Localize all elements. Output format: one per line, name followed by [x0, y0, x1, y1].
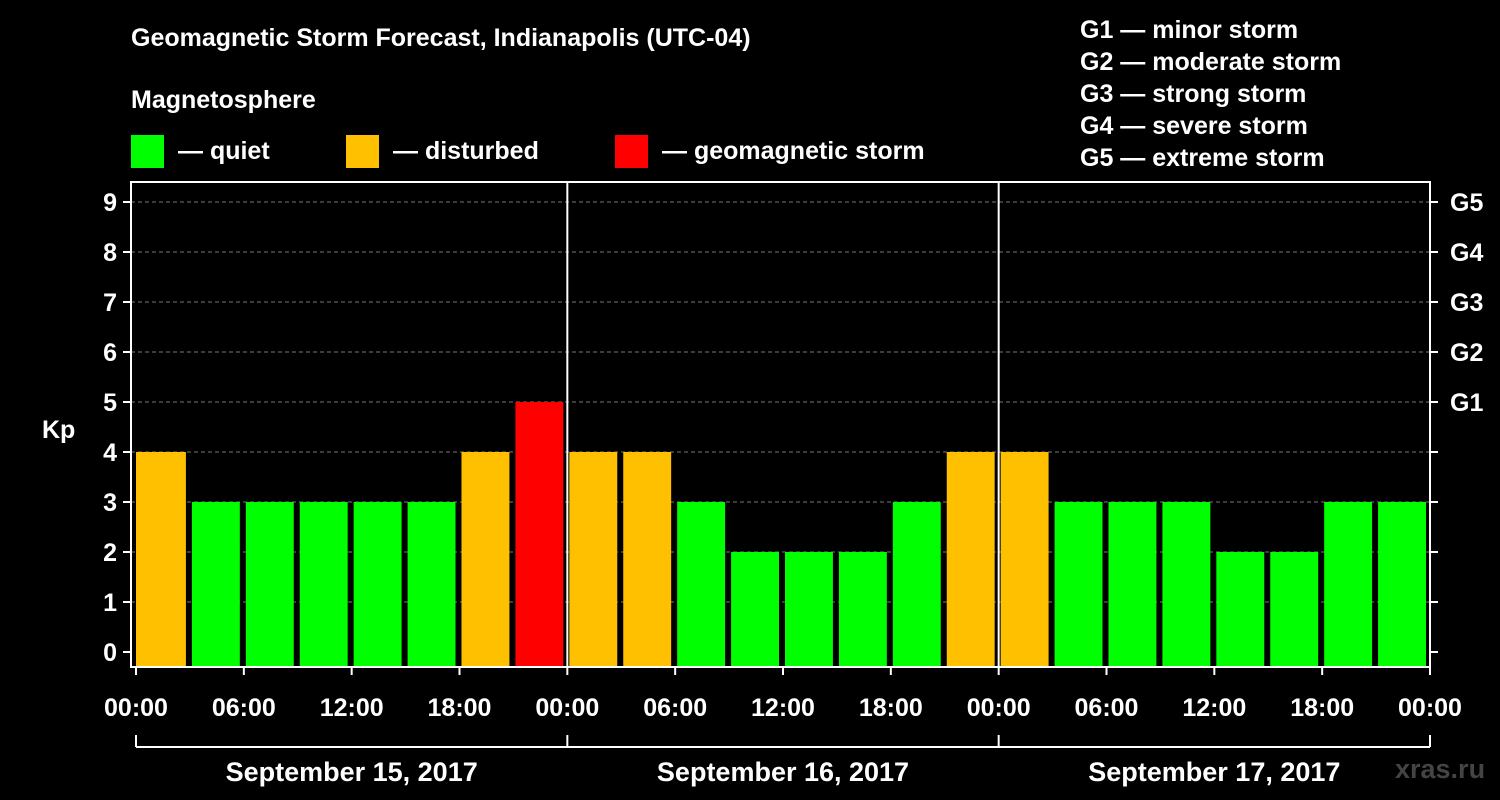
- kp-bar: [1270, 552, 1319, 667]
- storm-level-g2: G2 — moderate storm: [1080, 48, 1342, 76]
- legend-swatch-disturbed: [346, 134, 379, 168]
- y-tick-label: 3: [103, 489, 117, 517]
- storm-level-g1: G1 — minor storm: [1080, 16, 1299, 44]
- x-tick-label: 06:00: [643, 694, 707, 722]
- x-tick-label: 12:00: [320, 694, 384, 722]
- x-tick-label: 18:00: [428, 694, 492, 722]
- kp-bar: [245, 502, 294, 667]
- kp-bar: [299, 502, 348, 667]
- plot-frame: [130, 181, 1431, 668]
- kp-bar: [136, 452, 186, 667]
- x-tick-label: 00:00: [535, 694, 599, 722]
- kp-bar: [191, 502, 240, 667]
- kp-bar: [892, 502, 941, 667]
- kp-bar: [1216, 552, 1265, 667]
- legend-swatch-quiet: [131, 134, 164, 168]
- right-axis-label-g5: G5: [1450, 189, 1483, 217]
- storm-level-g5: G5 — extreme storm: [1080, 144, 1325, 172]
- right-axis-label-g4: G4: [1450, 239, 1483, 267]
- legend-label-quiet: — quiet: [178, 136, 270, 165]
- legend-label-storm: — geomagnetic storm: [662, 136, 925, 165]
- x-tick-label: 12:00: [751, 694, 815, 722]
- kp-bar: [569, 452, 618, 667]
- kp-bar: [785, 552, 833, 667]
- legend-swatch-storm: [615, 134, 648, 168]
- watermark: xras.ru: [1395, 754, 1486, 784]
- day-label: September 17, 2017: [1088, 757, 1340, 787]
- day-label: September 16, 2017: [657, 757, 909, 787]
- y-tick-label: 2: [103, 539, 117, 567]
- day-label: September 15, 2017: [226, 757, 478, 787]
- y-tick-label: 5: [103, 389, 117, 417]
- kp-bar: [838, 552, 887, 667]
- x-tick-label: 18:00: [859, 694, 923, 722]
- x-tick-label: 06:00: [212, 694, 276, 722]
- legend-item-disturbed: — disturbed: [346, 134, 539, 168]
- storm-level-key: G1 — minor storm G2 — moderate storm G3 …: [1080, 14, 1341, 174]
- storm-level-g4: G4 — severe storm: [1080, 112, 1308, 140]
- kp-bar: [677, 502, 726, 667]
- kp-bar: [946, 452, 995, 667]
- kp-bar: [623, 452, 672, 667]
- y-tick-label: 6: [103, 339, 117, 367]
- kp-bar: [1000, 452, 1049, 667]
- y-tick-label: 4: [103, 439, 117, 467]
- kp-bar: [353, 502, 402, 667]
- storm-level-g3: G3 — strong storm: [1080, 80, 1307, 108]
- kp-bar: [461, 452, 510, 667]
- kp-bar: [1378, 502, 1426, 667]
- y-tick-label: 0: [103, 639, 117, 667]
- kp-bar: [515, 402, 564, 667]
- legend-heading: Magnetosphere: [131, 86, 316, 114]
- kp-bar: [1054, 502, 1103, 667]
- kp-bar: [731, 552, 779, 667]
- right-axis-label-g1: G1: [1450, 389, 1483, 417]
- kp-bar: [1108, 502, 1157, 667]
- x-tick-label: 00:00: [967, 694, 1031, 722]
- x-tick-label: 12:00: [1182, 694, 1246, 722]
- x-tick-label: 06:00: [1075, 694, 1139, 722]
- kp-bar: [407, 502, 456, 667]
- x-tick-label: 00:00: [1398, 694, 1462, 722]
- y-axis-label: Kp: [42, 416, 75, 444]
- kp-bar: [1324, 502, 1373, 667]
- legend-label-disturbed: — disturbed: [393, 136, 539, 165]
- chart-title: Geomagnetic Storm Forecast, Indianapolis…: [131, 24, 751, 52]
- y-tick-label: 7: [103, 289, 117, 317]
- x-tick-label: 00:00: [104, 694, 168, 722]
- right-axis-label-g3: G3: [1450, 289, 1483, 317]
- y-tick-label: 8: [103, 239, 117, 267]
- legend-item-storm: — geomagnetic storm: [615, 134, 925, 168]
- kp-bar: [1162, 502, 1211, 667]
- y-tick-label: 9: [103, 189, 117, 217]
- legend-item-quiet: — quiet: [131, 134, 270, 168]
- y-tick-label: 1: [103, 589, 117, 617]
- right-axis-label-g2: G2: [1450, 339, 1483, 367]
- x-tick-label: 18:00: [1290, 694, 1354, 722]
